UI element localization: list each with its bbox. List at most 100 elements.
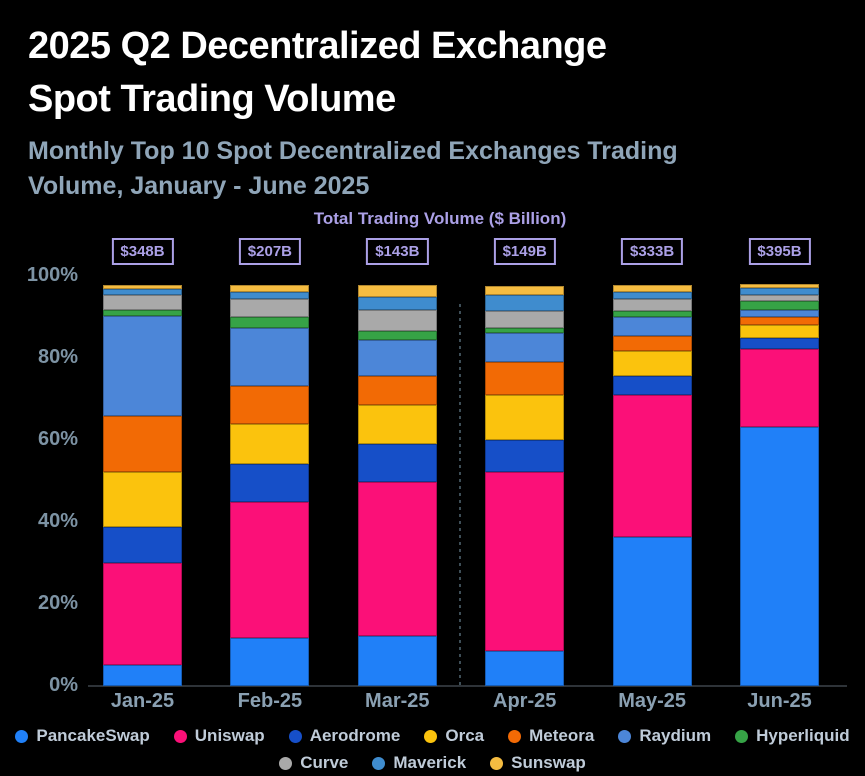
- segment-uniswap-feb-25: [230, 502, 310, 638]
- legend-label-uniswap: Uniswap: [194, 726, 265, 745]
- bars: [103, 276, 819, 686]
- plot-area: 0% 20% 40% 60% 80% 100%: [0, 264, 865, 696]
- segment-sunswap-feb-25: [230, 285, 310, 293]
- legend-label-sunswap: Sunswap: [511, 753, 586, 772]
- segment-aerodrome-jun-25: [739, 338, 819, 350]
- segment-maverick-may-25: [612, 291, 692, 300]
- segment-curve-feb-25: [230, 299, 310, 318]
- segment-sunswap-mar-25: [357, 285, 437, 297]
- segment-curve-mar-25: [357, 310, 437, 331]
- bar-may-25: [612, 285, 692, 686]
- legend-item-raydium: Raydium: [618, 726, 711, 746]
- legend-item-maverick: Maverick: [372, 753, 466, 773]
- segment-meteora-jan-25: [103, 416, 182, 472]
- segment-orca-feb-25: [230, 423, 310, 465]
- y-tick-60: 60%: [37, 428, 78, 450]
- segment-meteora-feb-25: [230, 386, 310, 424]
- segment-meteora-may-25: [612, 335, 692, 351]
- bar-jun-25: [739, 284, 819, 686]
- segment-maverick-jan-25: [103, 288, 182, 295]
- segment-orca-jun-25: [739, 325, 819, 339]
- x-label-apr-25: Apr-25: [493, 690, 557, 712]
- segment-sunswap-jan-25: [103, 284, 182, 289]
- legend-dot-sunswap: [490, 756, 504, 770]
- legend-dot-pancakeswap: [15, 729, 29, 743]
- legend-item-curve: Curve: [279, 753, 348, 773]
- segment-hyperliquid-jun-25: [739, 300, 819, 310]
- legend-item-pancakeswap: PancakeSwap: [15, 726, 150, 746]
- y-tick-20: 20%: [37, 592, 78, 614]
- segment-orca-jan-25: [103, 471, 182, 528]
- segment-aerodrome-jan-25: [103, 527, 182, 564]
- segment-uniswap-may-25: [612, 394, 692, 537]
- legend-item-aerodrome: Aerodrome: [288, 726, 401, 746]
- x-label-mar-25: Mar-25: [365, 690, 430, 712]
- segment-meteora-mar-25: [357, 375, 437, 405]
- segment-sunswap-apr-25: [485, 285, 565, 296]
- segment-raydium-apr-25: [485, 333, 565, 363]
- segment-orca-mar-25: [357, 404, 437, 445]
- legend-label-pancakeswap: PancakeSwap: [36, 726, 150, 745]
- segment-hyperliquid-may-25: [612, 310, 692, 317]
- bar-feb-25: [230, 285, 310, 686]
- segment-sunswap-may-25: [612, 285, 692, 292]
- segment-curve-jun-25: [739, 294, 819, 301]
- segment-raydium-may-25: [612, 316, 692, 336]
- bar-jan-25: [103, 284, 182, 686]
- segment-raydium-feb-25: [230, 328, 310, 387]
- legend-dot-orca: [424, 729, 438, 743]
- page-title: 2025 Q2 Decentralized Exchange Spot Trad…: [28, 20, 838, 126]
- total-badge-apr-25: $149B: [493, 238, 556, 265]
- segment-hyperliquid-feb-25: [230, 317, 310, 329]
- segment-hyperliquid-jan-25: [103, 309, 182, 316]
- legend-dot-aerodrome: [288, 729, 302, 743]
- y-tick-100: 100%: [26, 264, 78, 286]
- legend-item-uniswap: Uniswap: [173, 726, 265, 746]
- legend-item-sunswap: Sunswap: [490, 753, 586, 773]
- legend-item-orca: Orca: [424, 726, 484, 746]
- page-subtitle-line2: Volume, January - June 2025: [28, 172, 370, 200]
- segment-aerodrome-mar-25: [357, 444, 437, 482]
- legend-label-aerodrome: Aerodrome: [309, 726, 401, 745]
- segment-maverick-jun-25: [739, 288, 819, 295]
- x-axis: Jan-25 Feb-25 Mar-25 Apr-25 May-25 Jun-25: [0, 690, 865, 716]
- segment-pancakeswap-jan-25: [103, 665, 182, 686]
- legend-row-1: PancakeSwap Uniswap Aerodrome Orca Meteora Ra…: [0, 723, 865, 749]
- legend-dot-hyperliquid: [735, 729, 749, 743]
- segment-pancakeswap-may-25: [612, 536, 692, 686]
- segment-raydium-jan-25: [103, 315, 182, 417]
- segment-pancakeswap-jun-25: [739, 426, 819, 686]
- bar-apr-25: [485, 285, 565, 686]
- segment-maverick-mar-25: [357, 296, 437, 311]
- legend-row-2: Curve Maverick Sunswap: [0, 750, 865, 776]
- segment-curve-jan-25: [103, 294, 182, 310]
- total-badge-feb-25: $207B: [238, 238, 301, 265]
- segment-maverick-feb-25: [230, 292, 310, 300]
- segment-hyperliquid-apr-25: [485, 327, 565, 334]
- legend-label-maverick: Maverick: [393, 753, 467, 772]
- x-label-feb-25: Feb-25: [237, 690, 303, 712]
- segment-hyperliquid-mar-25: [357, 330, 437, 340]
- legend-dot-raydium: [618, 729, 632, 743]
- y-axis: 0% 20% 40% 60% 80% 100%: [0, 264, 80, 696]
- total-badge-mar-25: $143B: [366, 238, 429, 265]
- segment-uniswap-jan-25: [103, 563, 182, 666]
- page-title-line1: 2025 Q2 Decentralized Exchange: [28, 25, 607, 67]
- volume-axis-title: Total Trading Volume ($ Billion): [313, 209, 567, 228]
- quarter-divider-line: [459, 304, 461, 686]
- x-axis-baseline: [88, 685, 847, 687]
- total-badge-jan-25: $348B: [111, 238, 174, 265]
- y-tick-80: 80%: [37, 346, 78, 368]
- segment-aerodrome-feb-25: [230, 464, 310, 503]
- bar-mar-25: [357, 285, 437, 686]
- segment-orca-may-25: [612, 350, 692, 377]
- x-label-jun-25: Jun-25: [747, 690, 812, 712]
- segment-aerodrome-may-25: [612, 376, 692, 395]
- legend-label-orca: Orca: [445, 726, 485, 745]
- x-label-may-25: May-25: [618, 690, 686, 712]
- page-subtitle-line1: Monthly Top 10 Spot Decentralized Exchan…: [28, 137, 678, 165]
- legend-label-raydium: Raydium: [639, 726, 712, 745]
- page-title-line2: Spot Trading Volume: [28, 78, 396, 120]
- segment-raydium-mar-25: [357, 339, 437, 376]
